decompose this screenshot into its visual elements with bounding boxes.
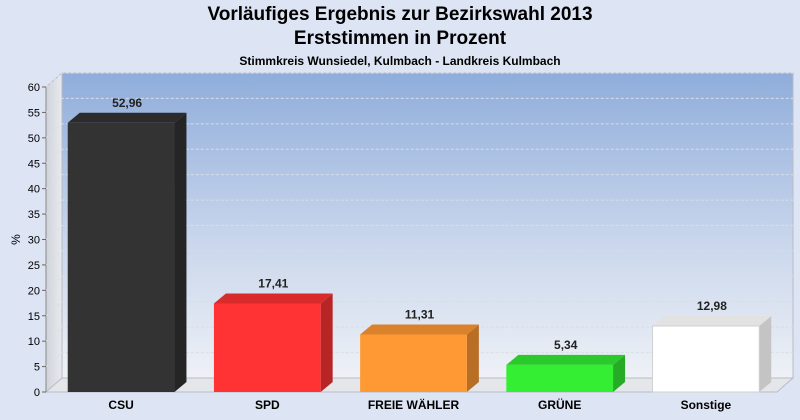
x-tick-label: SPD xyxy=(255,398,280,412)
chart-subtitle: Erststimmen in Prozent xyxy=(293,28,507,49)
bar-top xyxy=(67,112,187,123)
bar-sonstige xyxy=(652,316,772,393)
bar-front xyxy=(652,325,760,393)
y-tick-label: 40 xyxy=(28,184,40,196)
chart-title: Vorläufiges Ergebnis zur Bezirkswahl 201… xyxy=(207,4,593,25)
data-label: 11,31 xyxy=(405,308,435,322)
data-label: 5,34 xyxy=(554,338,578,352)
x-tick-label: GRÜNE xyxy=(538,397,581,412)
bar-gr-ne xyxy=(506,354,626,392)
bar-top xyxy=(213,293,333,304)
bar-top xyxy=(652,316,772,327)
y-tick-label: 50 xyxy=(28,133,40,145)
gridline xyxy=(45,174,793,190)
chart-subtitle-region: Stimmkreis Wunsiedel, Kulmbach - Landkre… xyxy=(239,54,561,68)
bar-side xyxy=(613,354,626,392)
data-label: 52,96 xyxy=(112,96,142,110)
bar-front xyxy=(67,122,175,392)
x-tick-label: FREIE WÄHLER xyxy=(368,397,460,412)
bar-spd xyxy=(213,293,333,392)
y-tick-label: 35 xyxy=(28,209,40,221)
y-tick-label: 20 xyxy=(28,285,40,297)
gridline xyxy=(45,225,793,240)
bar-side xyxy=(466,324,479,392)
x-tick-label: CSU xyxy=(108,398,133,412)
gridline xyxy=(45,123,793,139)
y-tick-label: 55 xyxy=(28,107,40,119)
data-label: 17,41 xyxy=(258,276,288,290)
y-tick-label: 45 xyxy=(28,158,40,170)
data-label: 12,98 xyxy=(697,299,727,313)
bar-side xyxy=(759,316,772,392)
bar-front xyxy=(506,364,614,392)
y-tick-label: 30 xyxy=(28,235,40,247)
x-tick-label: Sonstige xyxy=(681,398,732,412)
gridline xyxy=(45,250,793,266)
gridline xyxy=(45,199,793,215)
gridline xyxy=(45,326,793,342)
gridline xyxy=(45,148,793,164)
gridline xyxy=(45,72,793,88)
bar-top xyxy=(506,354,626,365)
gridline xyxy=(45,352,793,367)
bar-freie-w-hler xyxy=(360,324,479,392)
gridline xyxy=(45,97,793,113)
y-axis-label: % xyxy=(9,234,23,245)
y-tick-label: 0 xyxy=(34,387,40,399)
y-tick-label: 5 xyxy=(34,362,40,374)
bar-side xyxy=(320,293,333,392)
bar-front xyxy=(213,303,321,392)
bar-csu xyxy=(67,112,187,392)
y-tick-label: 60 xyxy=(28,82,40,94)
bar-top xyxy=(360,324,479,335)
gridline xyxy=(45,275,793,291)
gridline xyxy=(45,301,793,317)
bar-side xyxy=(174,112,187,392)
bar-front xyxy=(360,334,467,392)
y-tick-label: 15 xyxy=(28,311,40,323)
y-tick-label: 25 xyxy=(28,260,40,272)
y-tick-label: 10 xyxy=(28,336,40,348)
